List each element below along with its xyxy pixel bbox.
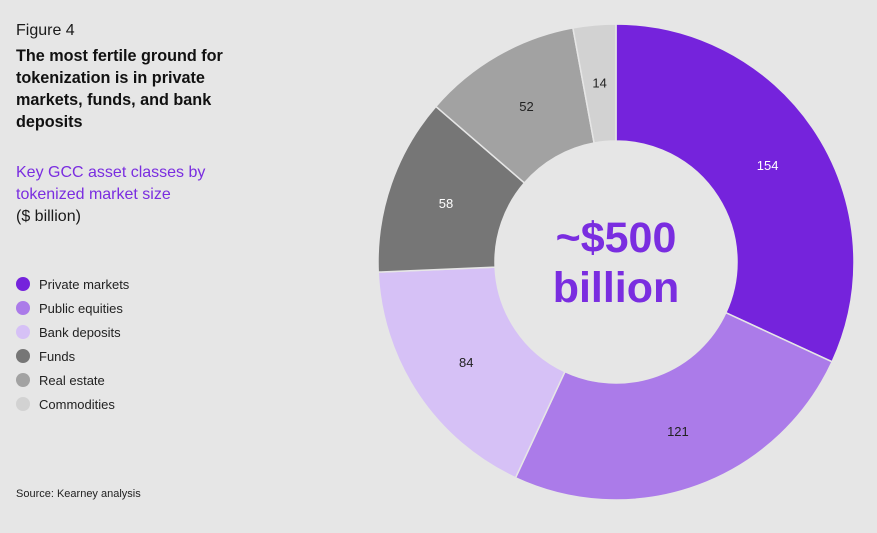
data-label: 58 — [439, 196, 453, 211]
legend-item: Public equities — [16, 296, 129, 320]
legend-swatch — [16, 301, 30, 315]
data-label: 14 — [592, 76, 606, 91]
legend-swatch — [16, 325, 30, 339]
donut-slice-public-equities — [514, 311, 834, 501]
legend-item: Funds — [16, 344, 129, 368]
legend-item: Real estate — [16, 368, 129, 392]
figure-label: Figure 4 — [16, 22, 75, 39]
legend-label: Commodities — [39, 396, 115, 412]
legend-swatch — [16, 277, 30, 291]
center-label-line2: billion — [553, 264, 680, 312]
legend-item: Commodities — [16, 392, 129, 416]
unit-label: ($ billion) — [16, 208, 81, 225]
donut-slice-private-markets — [615, 23, 855, 363]
source-note: Source: Kearney analysis — [16, 488, 141, 500]
legend-label: Public equities — [39, 300, 123, 316]
donut-slice-commodities — [572, 23, 617, 144]
legend-swatch — [16, 373, 30, 387]
legend-label: Private markets — [39, 276, 130, 292]
legend-label: Funds — [39, 348, 76, 364]
legend-label: Bank deposits — [39, 324, 121, 340]
center-label-line1: ~$500 — [556, 214, 677, 262]
legend-swatch — [16, 349, 30, 363]
legend-item: Private markets — [16, 272, 129, 296]
chart-headline: The most fertile ground for tokenization… — [16, 47, 223, 131]
data-label: 154 — [757, 158, 779, 173]
data-label: 52 — [519, 99, 533, 114]
legend: Private markets Public equities Bank dep… — [16, 272, 129, 416]
legend-item: Bank deposits — [16, 320, 129, 344]
data-label: 84 — [459, 355, 473, 370]
legend-swatch — [16, 397, 30, 411]
donut-slice-bank-deposits — [377, 266, 566, 479]
chart-subtitle: Key GCC asset classes by tokenized marke… — [16, 164, 206, 203]
donut-value-labels: 154 121 84 58 52 14 — [439, 76, 779, 439]
legend-label: Real estate — [39, 372, 105, 388]
data-label: 121 — [667, 424, 689, 439]
donut-slices — [377, 23, 855, 501]
